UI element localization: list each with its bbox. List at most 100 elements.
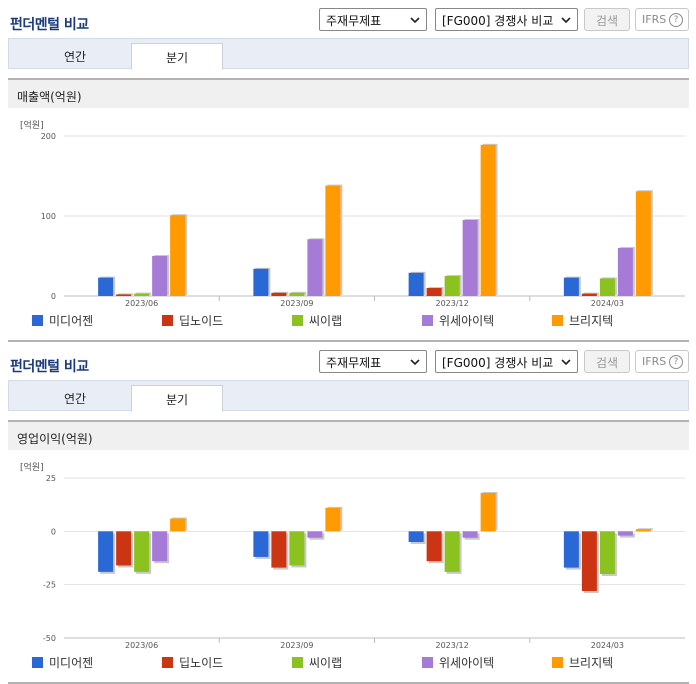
competitor-compare-value: [FG000] 경쟁사 비교 xyxy=(442,356,554,370)
bar-2023-09-위세아이텍 xyxy=(307,239,323,296)
legend-label: 미디어젠 xyxy=(49,656,94,670)
x-tick-label: 2023/09 xyxy=(280,299,313,308)
bar-2023-12-위세아이텍 xyxy=(462,220,478,296)
tab-annual[interactable]: 연간 xyxy=(63,392,87,406)
x-tick-label: 2024/03 xyxy=(591,299,624,308)
y-tick-label: 100 xyxy=(41,212,56,221)
bar-2024-03-딥노이드 xyxy=(581,293,597,296)
revenue-chart-area: [억원] 0 100 200 2023/06 2023/09 2023/12 2024/03… xyxy=(8,110,689,342)
legend-item[interactable]: 딥노이드 xyxy=(162,654,223,671)
bar-2023-09-미디어젠 xyxy=(253,268,269,296)
y-tick-label: 0 xyxy=(51,292,56,301)
bar-2023-09-브리지텍 xyxy=(325,185,341,296)
y-tick-label: 200 xyxy=(41,132,56,141)
bar-2024-03-딥노이드 xyxy=(581,531,597,592)
panel-title: 펀더멘털 비교 xyxy=(10,359,89,375)
bar-2023-09-브리지텍 xyxy=(325,507,341,532)
legend-swatch xyxy=(552,657,563,668)
search-button[interactable]: 검색 xyxy=(584,8,630,31)
legend-swatch xyxy=(422,657,433,668)
y-axis-unit: [억원] xyxy=(20,463,44,473)
chevron-down-icon xyxy=(410,17,420,24)
bar-2023-09-딥노이드 xyxy=(271,292,287,296)
bar-2023-12-위세아이텍 xyxy=(462,531,478,538)
fundamental-panel-revenue: 펀더멘털 비교 주재무제표 [FG000] 경쟁사 비교 검색 IFRS ? 연… xyxy=(0,0,696,342)
competitor-compare-select[interactable]: [FG000] 경쟁사 비교 xyxy=(435,8,578,31)
statement-type-select[interactable]: 주재무제표 xyxy=(319,350,427,373)
legend-item[interactable]: 씨이랩 xyxy=(292,654,342,671)
y-tick-label: 25 xyxy=(46,474,56,483)
panel-header: 펀더멘털 비교 주재무제표 [FG000] 경쟁사 비교 검색 IFRS ? xyxy=(0,0,696,38)
chart-heading: 매출액(억원) xyxy=(17,90,82,104)
x-tick-label: 2023/12 xyxy=(436,641,469,650)
bar-2023-12-미디어젠 xyxy=(408,531,424,542)
bar-shadow xyxy=(118,293,134,295)
legend-swatch xyxy=(552,315,563,326)
bar-2023-12-씨이랩 xyxy=(444,276,460,296)
bar-2023-12-씨이랩 xyxy=(444,531,460,572)
statement-type-value: 주재무제표 xyxy=(326,356,382,370)
y-tick-label: 0 xyxy=(51,527,56,536)
legend-label: 씨이랩 xyxy=(309,656,343,670)
x-tick-label: 2023/06 xyxy=(125,641,158,650)
statement-type-select[interactable]: 주재무제표 xyxy=(319,8,427,31)
bar-2023-06-브리지텍 xyxy=(170,215,186,296)
legend-item[interactable]: 위세아이텍 xyxy=(422,312,494,329)
bar-2023-06-씨이랩 xyxy=(134,531,150,572)
bar-2024-03-브리지텍 xyxy=(635,191,651,296)
tab-quarterly[interactable]: 분기 xyxy=(131,43,223,70)
competitor-compare-select[interactable]: [FG000] 경쟁사 비교 xyxy=(435,350,578,373)
bar-2024-03-브리지텍 xyxy=(635,529,651,532)
bar-2023-06-위세아이텍 xyxy=(152,531,168,562)
bar-2023-09-씨이랩 xyxy=(289,292,305,296)
legend-item[interactable]: 미디어젠 xyxy=(32,654,93,671)
bar-2023-06-딥노이드 xyxy=(116,294,132,296)
bar-2023-12-브리지텍 xyxy=(480,144,496,296)
legend-swatch xyxy=(422,315,433,326)
bar-2023-06-씨이랩 xyxy=(134,293,150,296)
chart-heading-bar: 영업이익(억원) xyxy=(8,420,689,450)
legend-label: 위세아이텍 xyxy=(439,314,495,328)
x-tick-label: 2023/12 xyxy=(436,299,469,308)
revenue-bar-chart: 0 100 200 2023/06 2023/09 2023/12 2024/03 xyxy=(41,132,685,308)
tab-annual[interactable]: 연간 xyxy=(63,50,87,64)
legend-item[interactable]: 위세아이텍 xyxy=(422,654,494,671)
legend-item[interactable]: 브리지텍 xyxy=(552,654,613,671)
search-button[interactable]: 검색 xyxy=(584,350,630,373)
y-axis-unit: [억원] xyxy=(20,121,44,131)
tab-quarterly[interactable]: 분기 xyxy=(131,385,223,412)
ifrs-help-button[interactable]: IFRS ? xyxy=(635,350,689,373)
legend-label: 위세아이텍 xyxy=(439,656,495,670)
legend-swatch xyxy=(32,657,43,668)
ifrs-label: IFRS xyxy=(642,13,667,26)
legend-item[interactable]: 딥노이드 xyxy=(162,312,223,329)
legend-item[interactable]: 씨이랩 xyxy=(292,312,342,329)
bar-2024-03-씨이랩 xyxy=(599,278,615,296)
legend-swatch xyxy=(292,657,303,668)
bar-2023-06-브리지텍 xyxy=(170,518,186,532)
panel-header: 펀더멘털 비교 주재무제표 [FG000] 경쟁사 비교 검색 IFRS ? xyxy=(0,342,696,380)
competitor-compare-value: [FG000] 경쟁사 비교 xyxy=(442,14,554,28)
legend-label: 미디어젠 xyxy=(49,314,94,328)
bar-2024-03-미디어젠 xyxy=(563,277,579,296)
help-icon: ? xyxy=(669,13,683,27)
x-tick-label: 2023/09 xyxy=(280,641,313,650)
legend-item[interactable]: 미디어젠 xyxy=(32,312,93,329)
legend-swatch xyxy=(162,657,173,668)
bar-2023-12-딥노이드 xyxy=(426,288,442,296)
legend-swatch xyxy=(292,315,303,326)
legend-swatch xyxy=(162,315,173,326)
bar-2024-03-씨이랩 xyxy=(599,531,615,574)
panel-title: 펀더멘털 비교 xyxy=(10,17,89,33)
period-tab-bar: 연간 분기 xyxy=(8,380,689,412)
chart-heading-bar: 매출액(억원) xyxy=(8,78,689,108)
bar-2024-03-위세아이텍 xyxy=(617,248,633,296)
legend-label: 딥노이드 xyxy=(179,656,224,670)
ifrs-help-button[interactable]: IFRS ? xyxy=(635,8,689,31)
legend-label: 브리지텍 xyxy=(569,314,614,328)
legend-item[interactable]: 브리지텍 xyxy=(552,312,613,329)
x-tick-label: 2023/06 xyxy=(125,299,158,308)
bar-2023-12-미디어젠 xyxy=(408,272,424,296)
ifrs-label: IFRS xyxy=(642,355,667,368)
fundamental-panel-operating-profit: 펀더멘털 비교 주재무제표 [FG000] 경쟁사 비교 검색 IFRS ? 연… xyxy=(0,342,696,684)
